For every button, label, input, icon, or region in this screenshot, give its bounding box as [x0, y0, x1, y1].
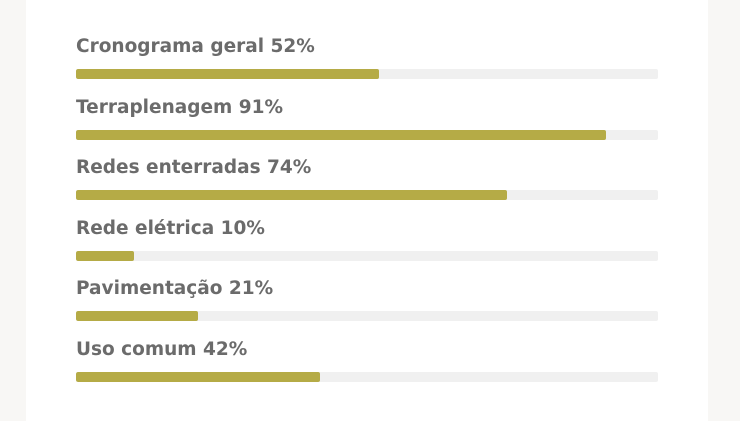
progress-item-terraplenagem: Terraplenagem 91%	[76, 96, 658, 157]
progress-track	[76, 311, 658, 321]
progress-item-rede-eletrica: Rede elétrica 10%	[76, 217, 658, 278]
progress-track	[76, 190, 658, 200]
progress-label: Pavimentação 21%	[76, 278, 274, 299]
progress-label: Uso comum 42%	[76, 338, 248, 360]
progress-track	[76, 371, 658, 382]
progress-item-uso-comum: Uso comum 42%	[76, 338, 658, 399]
progress-label: Rede elétrica 10%	[76, 217, 265, 239]
progress-label: Terraplenagem 91%	[76, 96, 284, 118]
progress-card: Cronograma geral 52% Terraplenagem 91% R…	[26, 0, 708, 421]
progress-item-pavimentacao: Pavimentação 21%	[76, 277, 658, 338]
progress-fill	[76, 371, 321, 382]
progress-fill	[76, 190, 507, 200]
progress-label: Redes enterradas 74%	[76, 157, 312, 178]
progress-fill	[76, 69, 379, 79]
progress-item-cronograma-geral: Cronograma geral 52%	[76, 35, 658, 96]
progress-item-redes-enterradas: Redes enterradas 74%	[76, 156, 658, 217]
progress-label: Cronograma geral 52%	[76, 36, 315, 57]
progress-track	[76, 69, 658, 79]
progress-track	[76, 250, 658, 261]
progress-list: Cronograma geral 52% Terraplenagem 91% R…	[76, 35, 658, 398]
progress-fill	[76, 129, 606, 140]
progress-fill	[76, 311, 199, 321]
progress-fill	[76, 250, 135, 261]
progress-track	[76, 129, 658, 140]
